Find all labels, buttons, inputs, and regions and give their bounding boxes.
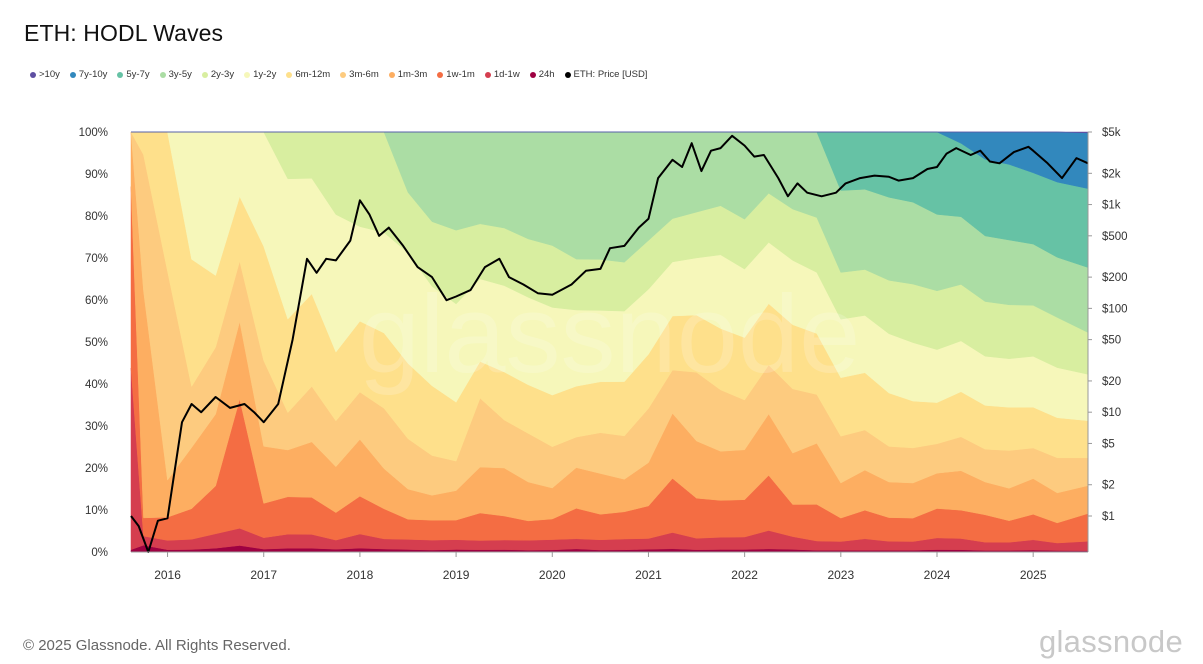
legend-swatch bbox=[564, 71, 571, 78]
y-left-tick-label: 30% bbox=[85, 421, 108, 433]
copyright-footer: © 2025 Glassnode. All Rights Reserved. bbox=[23, 637, 291, 654]
y-right-tick-label: $200 bbox=[1102, 272, 1128, 284]
legend-swatch bbox=[388, 71, 395, 78]
legend-item-2[interactable]: 5y-7y bbox=[117, 69, 150, 80]
legend-swatch bbox=[437, 71, 444, 78]
y-left-tick-label: 80% bbox=[85, 211, 108, 223]
legend-label: 24h bbox=[538, 69, 555, 80]
legend-label: 1d-1w bbox=[493, 69, 520, 80]
x-tick-label: 2025 bbox=[1020, 568, 1047, 582]
y-right-tick-label: $500 bbox=[1102, 231, 1128, 243]
legend-swatch bbox=[286, 71, 293, 78]
legend-item-0[interactable]: >10y bbox=[30, 69, 60, 80]
legend-swatch bbox=[484, 71, 491, 78]
legend-label: 7y-10y bbox=[78, 69, 108, 80]
legend-label: 2y-3y bbox=[210, 69, 235, 80]
legend-item-9[interactable]: 1w-1m bbox=[437, 69, 475, 80]
y-left-tick-label: 90% bbox=[85, 169, 108, 181]
legend-item-1[interactable]: 7y-10y bbox=[69, 69, 108, 80]
y-left-tick-label: 0% bbox=[91, 547, 108, 559]
x-tick-label: 2024 bbox=[924, 568, 951, 582]
y-left-tick-label: 60% bbox=[85, 295, 108, 307]
legend-label: 3y-5y bbox=[168, 69, 192, 80]
legend-swatch bbox=[201, 71, 208, 78]
x-tick-label: 2021 bbox=[635, 568, 662, 582]
y-right-tick-label: $5 bbox=[1102, 438, 1115, 450]
legend-label: >10y bbox=[39, 69, 60, 80]
x-tick-label: 2016 bbox=[154, 568, 181, 582]
y-left-tick-label: 70% bbox=[85, 253, 108, 265]
x-tick-label: 2022 bbox=[731, 568, 758, 582]
legend-swatch bbox=[30, 71, 36, 78]
x-tick-label: 2018 bbox=[347, 568, 374, 582]
legend-swatch bbox=[69, 71, 76, 78]
chart-legend: >10y 7y-10y 5y-7y 3y-5y 2y-3y 1y-2y 6m-12m 3m-6… bbox=[30, 69, 657, 80]
legend-item-4[interactable]: 2y-3y bbox=[201, 69, 235, 80]
legend-label: 6m-12m bbox=[295, 69, 331, 80]
legend-item-11[interactable]: 24h bbox=[529, 69, 555, 80]
legend-item-5[interactable]: 1y-2y bbox=[244, 69, 276, 80]
legend-item-3[interactable]: 3y-5y bbox=[159, 69, 192, 80]
x-tick-label: 2020 bbox=[539, 568, 566, 582]
legend-label: 1y-2y bbox=[253, 69, 277, 80]
legend-item-7[interactable]: 3m-6m bbox=[340, 69, 379, 80]
legend-label: 3m-6m bbox=[349, 69, 379, 80]
legend-item-10[interactable]: 1d-1w bbox=[484, 69, 520, 80]
y-right-tick-label: $50 bbox=[1102, 335, 1121, 347]
y-right-tick-label: $100 bbox=[1102, 303, 1128, 315]
legend-swatch bbox=[117, 71, 124, 78]
y-right-tick-label: $5k bbox=[1102, 127, 1121, 139]
y-right-tick-label: $2 bbox=[1102, 480, 1115, 492]
legend-swatch bbox=[529, 71, 536, 78]
chart-title: ETH: HODL Waves bbox=[24, 20, 224, 46]
y-right-tick-label: $10 bbox=[1102, 407, 1121, 419]
legend-item-12[interactable]: ETH: Price [USD] bbox=[564, 69, 648, 80]
watermark: glassnode bbox=[359, 273, 861, 396]
x-tick-label: 2023 bbox=[827, 568, 854, 582]
price-line bbox=[130, 134, 1089, 553]
y-left-tick-label: 40% bbox=[85, 379, 108, 391]
y-right-tick-label: $2k bbox=[1102, 168, 1121, 180]
y-left-tick-label: 100% bbox=[79, 127, 108, 139]
legend-swatch bbox=[159, 71, 166, 78]
glassnode-logo: glassnode bbox=[1038, 624, 1183, 659]
y-right-tick-label: $1 bbox=[1102, 511, 1115, 523]
legend-item-8[interactable]: 1m-3m bbox=[388, 69, 428, 80]
y-left-tick-label: 20% bbox=[85, 463, 108, 475]
x-tick-label: 2019 bbox=[443, 568, 470, 582]
y-left-tick-label: 10% bbox=[85, 505, 108, 517]
y-right-tick-label: $1k bbox=[1102, 200, 1121, 212]
legend-label: 5y-7y bbox=[126, 69, 150, 80]
x-tick-label: 2017 bbox=[250, 568, 277, 582]
legend-label: 1w-1m bbox=[446, 69, 475, 80]
legend-label: 1m-3m bbox=[397, 69, 428, 80]
legend-swatch bbox=[340, 71, 347, 78]
legend-swatch bbox=[244, 71, 251, 78]
legend-item-6[interactable]: 6m-12m bbox=[286, 69, 330, 80]
legend-label: ETH: Price [USD] bbox=[573, 69, 648, 80]
y-left-tick-label: 50% bbox=[85, 337, 108, 349]
y-right-tick-label: $20 bbox=[1102, 376, 1121, 388]
